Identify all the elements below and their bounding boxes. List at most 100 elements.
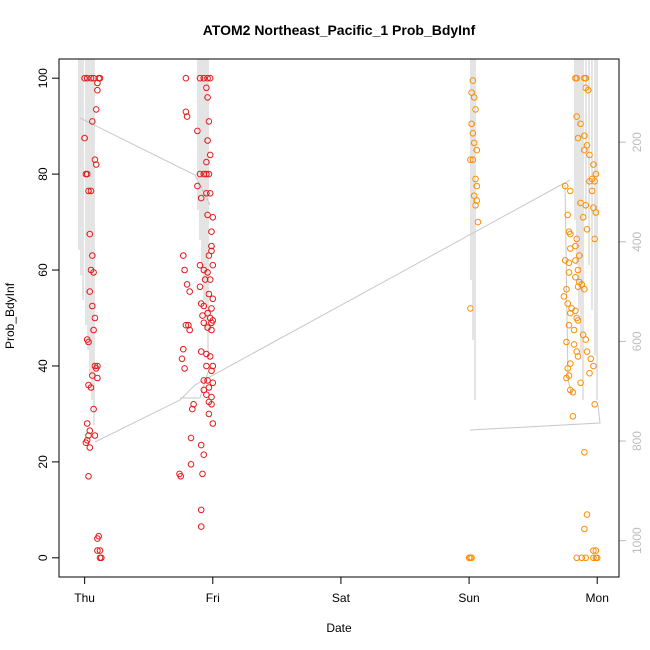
- data-point: [87, 74, 95, 82]
- data-point: [186, 326, 193, 334]
- data-point: [83, 74, 91, 82]
- data-point: [181, 365, 188, 372]
- right-y-axis: 200 400 600 800 1000: [619, 132, 644, 554]
- data-point: [206, 151, 214, 159]
- data-point: [85, 187, 92, 195]
- data-point: [581, 449, 588, 456]
- data-point: [200, 74, 208, 82]
- data-point: [208, 228, 215, 235]
- data-point: [573, 554, 581, 562]
- data-point: [94, 374, 101, 382]
- data-point: [91, 432, 99, 439]
- data-point: [209, 295, 217, 303]
- data-point: [206, 276, 214, 283]
- data-point: [586, 151, 593, 159]
- data-point: [182, 321, 190, 329]
- data-point: [563, 338, 570, 346]
- data-point: [564, 211, 572, 219]
- y-tick-label: 60: [36, 263, 50, 277]
- data-point: [199, 312, 206, 319]
- data-point: [203, 362, 210, 370]
- data-point: [574, 266, 582, 274]
- y-tick-label: 0: [36, 554, 50, 561]
- data-point: [94, 86, 101, 94]
- data-point: [92, 161, 100, 168]
- data-point: [190, 401, 197, 408]
- data-point: [560, 293, 568, 300]
- y2-tick-label: 400: [630, 231, 644, 251]
- data-point: [567, 187, 574, 195]
- data-point: [208, 305, 215, 312]
- data-point: [86, 288, 94, 295]
- data-point: [570, 341, 578, 348]
- data-point: [82, 439, 90, 447]
- data-point: [565, 321, 573, 329]
- data-point: [470, 94, 478, 101]
- y-axis-label: Prob_BdyInf: [3, 282, 17, 349]
- x-tick-label: Thu: [74, 591, 95, 605]
- y2-tick-label: 200: [630, 132, 644, 152]
- data-point: [200, 451, 208, 459]
- data-point: [588, 187, 596, 195]
- data-point: [564, 365, 572, 372]
- profile-segment: [180, 371, 209, 399]
- data-point: [577, 120, 584, 128]
- y-tick-label: 20: [36, 455, 50, 469]
- y2-tick-label: 1000: [630, 527, 644, 554]
- data-point: [473, 146, 481, 154]
- data-point: [205, 384, 213, 391]
- data-point: [573, 113, 581, 120]
- data-point: [573, 235, 581, 243]
- data-point: [593, 554, 601, 562]
- data-point: [203, 190, 210, 197]
- data-point: [582, 336, 590, 343]
- data-point: [208, 247, 215, 255]
- data-point: [574, 283, 582, 291]
- data-point: [577, 199, 584, 207]
- data-point: [90, 269, 97, 276]
- data-point: [206, 74, 214, 82]
- data-point: [186, 288, 193, 295]
- data-point: [194, 127, 201, 135]
- data-point: [574, 317, 582, 324]
- data-point: [206, 190, 214, 197]
- data-point: [586, 369, 593, 377]
- data-point: [469, 156, 477, 163]
- data-point: [583, 511, 591, 518]
- data-point: [204, 269, 211, 276]
- data-point: [591, 401, 599, 408]
- data-point: [89, 302, 96, 310]
- data-point: [572, 242, 579, 250]
- data-point: [89, 372, 96, 379]
- data-point: [177, 473, 184, 480]
- data-point: [185, 321, 192, 329]
- x-tick-label: Fri: [206, 591, 220, 605]
- data-point: [94, 535, 101, 542]
- data-point: [91, 314, 99, 322]
- data-point: [197, 348, 205, 355]
- data-point: [567, 245, 574, 252]
- data-point: [208, 326, 215, 334]
- profile-segment: [469, 404, 601, 431]
- data-point: [203, 84, 210, 92]
- data-point: [83, 420, 91, 427]
- data-point: [572, 307, 579, 315]
- data-point: [569, 413, 577, 420]
- plot-frame: [58, 58, 620, 578]
- x-tick-label: Mon: [586, 591, 609, 605]
- data-point: [561, 182, 569, 190]
- data-point: [187, 434, 195, 442]
- data-point: [565, 269, 573, 276]
- data-point: [569, 389, 577, 396]
- data-point: [209, 261, 217, 269]
- data-point: [203, 170, 210, 178]
- data-point: [583, 226, 591, 233]
- data-point: [573, 74, 581, 82]
- data-point: [209, 379, 217, 387]
- y-tick-label: 40: [36, 359, 50, 373]
- data-point: [204, 94, 211, 101]
- data-point: [204, 211, 211, 219]
- data-point: [574, 353, 582, 360]
- x-tick-label: Sun: [458, 591, 479, 605]
